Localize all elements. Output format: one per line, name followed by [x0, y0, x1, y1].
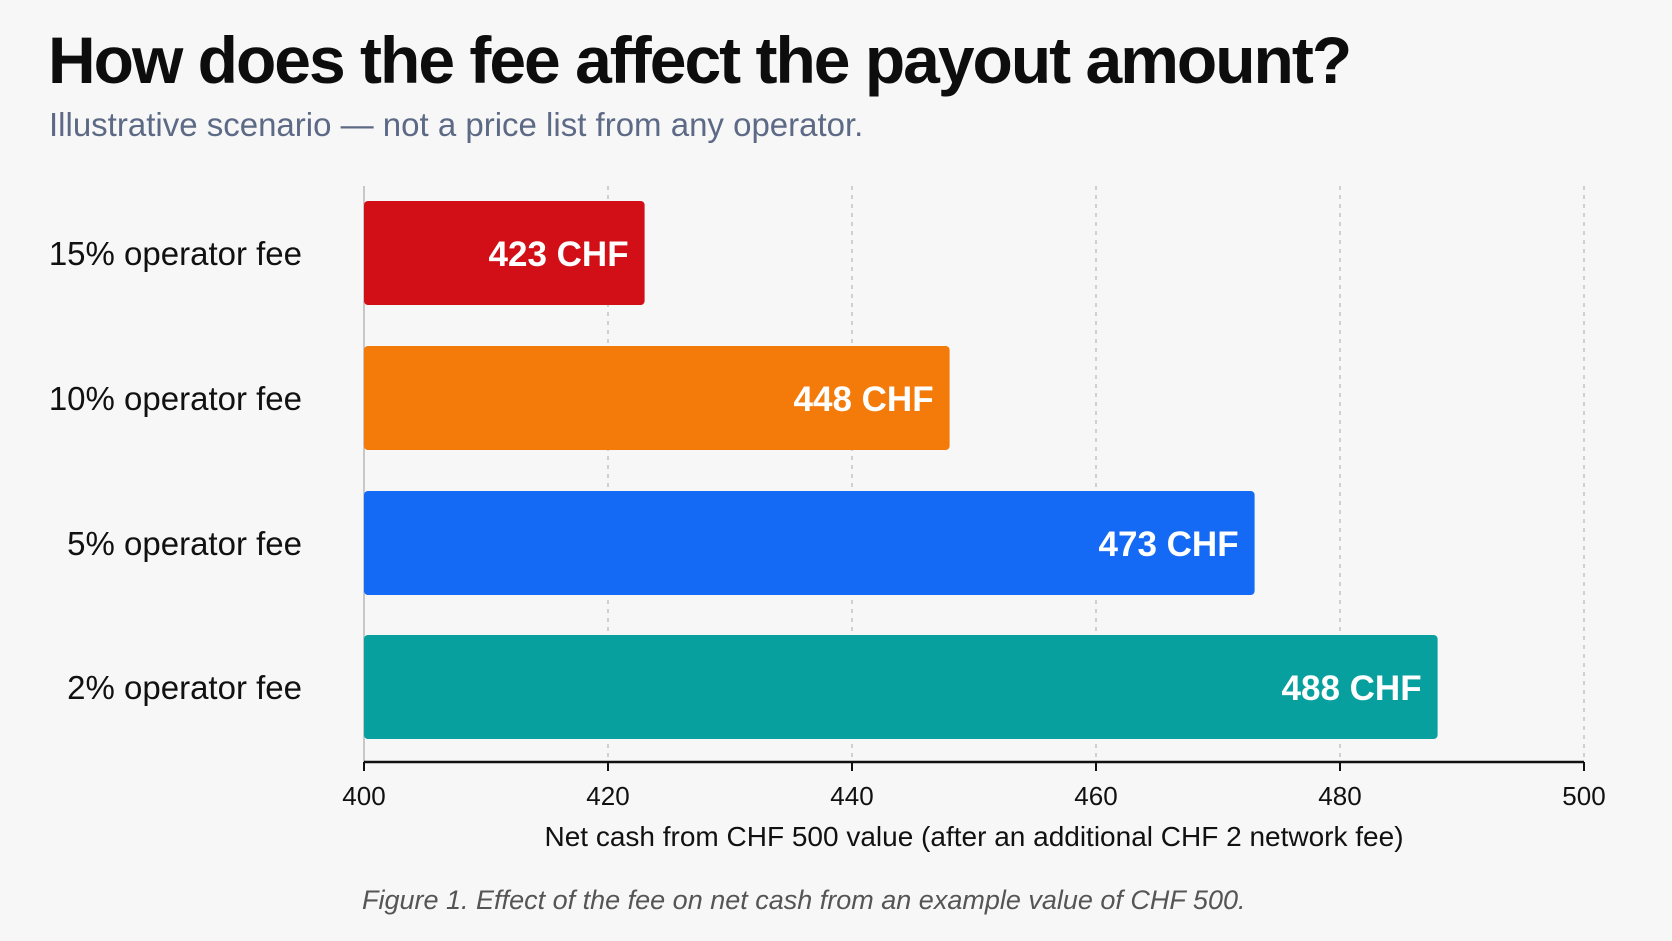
- bar: [364, 346, 950, 450]
- x-tick-label: 460: [1074, 781, 1117, 811]
- bar: [364, 491, 1255, 595]
- figure-caption: Figure 1. Effect of the fee on net cash …: [362, 885, 1246, 915]
- category-label: 15% operator fee: [49, 235, 302, 272]
- x-tick-label: 440: [830, 781, 873, 811]
- category-label: 2% operator fee: [67, 669, 302, 706]
- x-tick-label: 420: [586, 781, 629, 811]
- chart-subtitle: Illustrative scenario — not a price list…: [49, 106, 864, 143]
- category-label: 10% operator fee: [49, 380, 302, 417]
- x-tick-label: 480: [1318, 781, 1361, 811]
- bar: [364, 201, 645, 305]
- bar-value-label: 448 CHF: [794, 380, 934, 419]
- bar-value-label: 423 CHF: [489, 235, 629, 274]
- bar-value-label: 488 CHF: [1282, 669, 1422, 708]
- x-axis-title: Net cash from CHF 500 value (after an ad…: [544, 821, 1403, 852]
- category-label: 5% operator fee: [67, 525, 302, 562]
- bar: [364, 635, 1438, 739]
- bar-value-label: 473 CHF: [1099, 525, 1239, 564]
- chart-title: How does the fee affect the payout amoun…: [48, 23, 1352, 97]
- x-tick-label: 400: [342, 781, 385, 811]
- x-tick-label: 500: [1562, 781, 1605, 811]
